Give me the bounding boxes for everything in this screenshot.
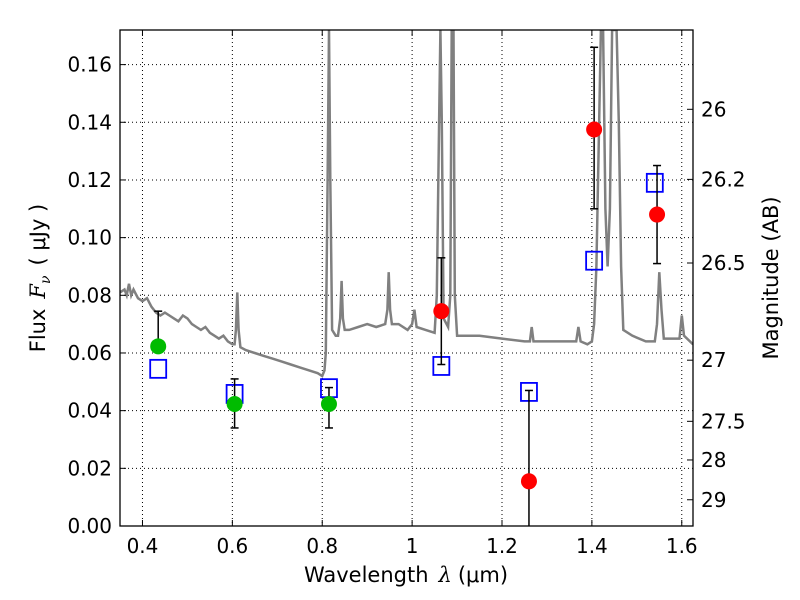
model-photometry-marker: [585, 250, 604, 271]
plot-area: [120, 30, 693, 526]
grid: [120, 30, 693, 527]
y2-tick-label: 29: [701, 488, 726, 512]
non-detection-marker: [150, 338, 167, 355]
x-tick-label: 1.2: [486, 534, 518, 558]
y-tick-label: 0.08: [67, 283, 112, 307]
y2-axis-label: Magnitude (AB): [759, 196, 783, 359]
y-axis-label: FluxFν( μJy ): [26, 204, 54, 352]
x-tick-label: 0.4: [127, 534, 159, 558]
y-tick-label: 0.16: [67, 53, 112, 77]
y2-tick-label: 28: [701, 448, 726, 472]
x-tick-label: 1.6: [666, 534, 698, 558]
plot-frame: [119, 29, 694, 527]
y2-tick-label: 27: [701, 348, 726, 372]
detection-marker: [586, 121, 603, 138]
x-tick-label: 1.4: [576, 534, 608, 558]
detection-marker: [520, 473, 537, 490]
model-photometry-marker: [645, 172, 664, 193]
x-axis-label: Wavelength λ (μm): [304, 563, 508, 587]
x-tick-label: 1: [406, 534, 419, 558]
detection-marker: [433, 303, 450, 320]
y2-tick-label: 26.5: [701, 251, 746, 275]
model-photometry-marker: [149, 358, 168, 379]
x-tick-label: 0.8: [306, 534, 338, 558]
axis-ticks: 0.4 0.6 0.8 1 1.2 1.4 1.6 0.00 0.02 0.04 0.06 0.08 0…: [67, 30, 746, 558]
detection-marker: [649, 206, 666, 223]
y2-tick-label: 26: [701, 97, 726, 121]
non-detection-marker: [320, 396, 337, 413]
y-tick-label: 0.00: [67, 514, 112, 538]
y-tick-label: 0.14: [67, 110, 112, 134]
y-tick-label: 0.06: [67, 341, 112, 365]
y-tick-label: 0.04: [67, 399, 112, 423]
y-tick-label: 0.10: [67, 226, 112, 250]
y2-tick-label: 26.2: [701, 167, 746, 191]
non-detection-marker: [226, 396, 243, 413]
observed-points: [150, 121, 666, 490]
model-spectrum-line: [120, 30, 693, 378]
x-tick-label: 0.6: [216, 534, 248, 558]
y-tick-label: 0.02: [67, 456, 112, 480]
y2-tick-label: 27.5: [701, 409, 746, 433]
y-tick-label: 0.12: [67, 168, 112, 192]
